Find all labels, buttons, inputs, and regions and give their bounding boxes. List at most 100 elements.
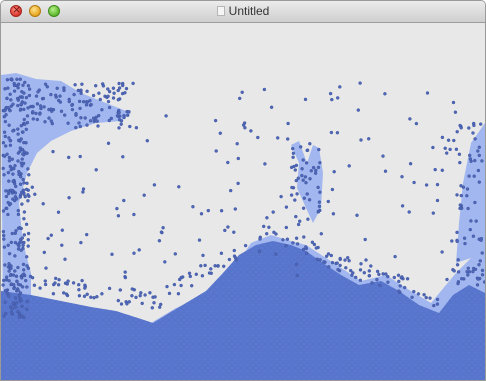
particle bbox=[30, 104, 35, 109]
particle bbox=[265, 216, 269, 220]
particle bbox=[125, 302, 129, 306]
particle bbox=[213, 118, 218, 123]
particle bbox=[467, 270, 472, 274]
particle bbox=[213, 264, 217, 268]
particle bbox=[24, 222, 29, 227]
particle bbox=[66, 121, 70, 125]
particle bbox=[14, 197, 19, 201]
particle bbox=[322, 260, 326, 264]
particle bbox=[4, 113, 8, 117]
minimize-icon[interactable] bbox=[29, 5, 41, 17]
particle bbox=[435, 182, 440, 187]
particle bbox=[43, 282, 48, 287]
particle bbox=[7, 155, 12, 160]
particle bbox=[134, 125, 139, 130]
particle bbox=[152, 183, 157, 187]
particle bbox=[78, 124, 83, 129]
particle bbox=[392, 275, 396, 280]
particle bbox=[32, 283, 37, 287]
particle bbox=[312, 242, 317, 247]
particle bbox=[55, 86, 59, 91]
particle bbox=[422, 293, 426, 297]
particle bbox=[161, 225, 165, 230]
particle bbox=[317, 204, 322, 209]
particle bbox=[200, 274, 205, 278]
particle bbox=[52, 282, 56, 287]
particle bbox=[157, 238, 162, 243]
particle bbox=[158, 302, 163, 307]
particle bbox=[400, 204, 405, 208]
particle bbox=[9, 77, 14, 81]
particle bbox=[471, 131, 475, 135]
particle bbox=[476, 277, 480, 281]
particle bbox=[467, 126, 471, 130]
particle bbox=[308, 177, 312, 181]
particle bbox=[304, 161, 309, 165]
particle bbox=[77, 99, 82, 104]
particle bbox=[370, 281, 374, 285]
particle bbox=[476, 168, 481, 173]
particle bbox=[9, 98, 13, 102]
particle bbox=[5, 291, 10, 296]
close-icon[interactable] bbox=[10, 3, 22, 17]
particle bbox=[15, 96, 20, 101]
particle bbox=[79, 115, 83, 120]
window-title-group: Untitled bbox=[1, 4, 485, 18]
particle bbox=[336, 96, 340, 100]
particle bbox=[27, 173, 31, 177]
particle bbox=[16, 82, 21, 86]
particle bbox=[218, 131, 223, 135]
particle bbox=[62, 291, 66, 295]
particle bbox=[130, 294, 134, 298]
particle bbox=[25, 151, 29, 155]
particle bbox=[462, 236, 467, 240]
particle bbox=[386, 280, 390, 284]
particle bbox=[7, 251, 12, 256]
particle bbox=[393, 254, 397, 259]
particle bbox=[316, 185, 320, 190]
particle bbox=[367, 137, 371, 141]
particle bbox=[317, 200, 322, 204]
particle bbox=[120, 83, 125, 88]
particle bbox=[25, 264, 29, 268]
particle bbox=[82, 294, 87, 298]
particle bbox=[172, 282, 177, 287]
particle bbox=[66, 155, 71, 160]
zoom-icon[interactable] bbox=[48, 5, 60, 17]
particle bbox=[480, 268, 485, 273]
particle bbox=[73, 83, 77, 87]
particle bbox=[23, 80, 27, 85]
particle bbox=[20, 202, 24, 206]
particle bbox=[96, 113, 101, 118]
particle bbox=[22, 140, 26, 145]
particle bbox=[26, 238, 30, 242]
particle bbox=[19, 298, 23, 303]
title-bar[interactable]: Untitled bbox=[1, 1, 485, 23]
particle bbox=[16, 132, 20, 136]
particle bbox=[19, 240, 23, 244]
particle bbox=[377, 272, 381, 277]
particle bbox=[111, 96, 116, 100]
particle bbox=[4, 194, 9, 199]
particle bbox=[375, 269, 380, 274]
particle bbox=[6, 105, 10, 110]
particle bbox=[6, 212, 10, 217]
particle bbox=[83, 286, 87, 290]
particle bbox=[96, 124, 100, 128]
particle bbox=[117, 126, 121, 130]
particle bbox=[396, 273, 401, 278]
particle bbox=[473, 267, 478, 272]
particle bbox=[116, 214, 121, 218]
simulation-canvas[interactable] bbox=[1, 23, 485, 380]
particle bbox=[473, 158, 477, 163]
particle bbox=[81, 190, 85, 194]
particle bbox=[9, 266, 13, 271]
particle bbox=[51, 292, 56, 296]
particle bbox=[236, 156, 241, 161]
particle bbox=[347, 164, 351, 168]
particle bbox=[316, 165, 321, 170]
particle bbox=[303, 175, 308, 179]
particle bbox=[21, 83, 25, 87]
particle bbox=[81, 187, 86, 191]
particle bbox=[471, 234, 476, 238]
